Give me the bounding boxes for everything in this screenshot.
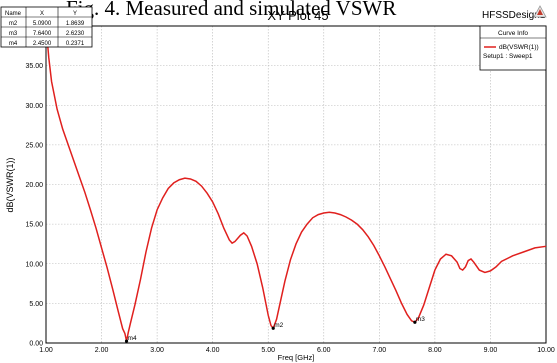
y-tick-label: 15.00 <box>25 222 43 229</box>
curve-info-legend: Curve Info dB(VSWR(1)) Setup1 : Sweep1 <box>479 25 547 71</box>
y-tick-label: 0.00 <box>29 341 43 348</box>
table-cell-y: 1.8639 <box>66 21 85 27</box>
tick-labels: 1.00 2.00 3.00 4.00 5.00 6.00 7.00 8.00 9.00 10.0… <box>25 63 554 354</box>
x-tick-label: 5.00 <box>261 347 275 354</box>
x-tick-label: 8.00 <box>428 347 442 354</box>
x-tick-label: 1.00 <box>39 347 53 354</box>
x-tick-label: 2.00 <box>95 347 109 354</box>
overlay-caption-text: Fig. 4. Measured and simulated VSWR <box>66 0 396 20</box>
y-tick-label: 5.00 <box>29 301 43 308</box>
hfss-logo-icon <box>533 5 547 18</box>
table-cell-x: 7.6400 <box>33 31 52 37</box>
table-cell-x: 5.0900 <box>33 21 52 27</box>
chart-title: XY Plot 45 <box>267 8 328 23</box>
table-header-name: Name <box>5 11 22 17</box>
y-tick-label: 10.00 <box>25 261 43 268</box>
y-tick-label: 35.00 <box>25 63 43 70</box>
marker-label: m2 <box>274 322 283 329</box>
curve-info-title: Curve Info <box>498 30 528 37</box>
marker-label: m3 <box>416 316 425 323</box>
x-tick-label: 3.00 <box>150 347 164 354</box>
x-tick-label: 7.00 <box>373 347 387 354</box>
x-tick-label: 6.00 <box>317 347 331 354</box>
marker-label: m4 <box>128 335 137 342</box>
markers: m4 m2 m3 <box>124 316 425 343</box>
y-tick-label: 20.00 <box>25 182 43 189</box>
table-cell-name: m2 <box>9 21 18 27</box>
table-cell-y: 2.6230 <box>66 31 85 37</box>
x-tick-label: 10.00 <box>537 347 555 354</box>
table-cell-name: m3 <box>9 31 18 37</box>
plot-frame <box>45 25 547 344</box>
table-header-x: X <box>40 11 44 17</box>
y-tick-label: 25.00 <box>25 142 43 149</box>
legend-entry-label: dB(VSWR(1)) <box>499 44 539 51</box>
x-axis-label: Freq [GHz] <box>278 353 315 362</box>
table-cell-y: 0.2371 <box>66 41 85 47</box>
y-axis-label: dB(VSWR(1)) <box>5 157 15 212</box>
grid <box>46 26 546 343</box>
table-cell-x: 2.4500 <box>33 41 52 47</box>
marker-point <box>271 326 275 330</box>
table-cell-name: m4 <box>9 41 18 47</box>
marker-table: Name X Y m2 5.0900 1.8639 m3 7.6400 2.62… <box>0 6 93 48</box>
y-tick-label: 30.00 <box>25 103 43 110</box>
x-tick-label: 4.00 <box>206 347 220 354</box>
marker-point <box>124 339 129 343</box>
legend-entry-setup: Setup1 : Sweep1 <box>483 53 533 60</box>
table-header-y: Y <box>73 11 77 17</box>
series-line-vswr <box>45 25 547 342</box>
design-name: HFSSDesign1 <box>482 10 546 21</box>
x-tick-label: 9.00 <box>484 347 498 354</box>
marker-point <box>413 320 417 324</box>
